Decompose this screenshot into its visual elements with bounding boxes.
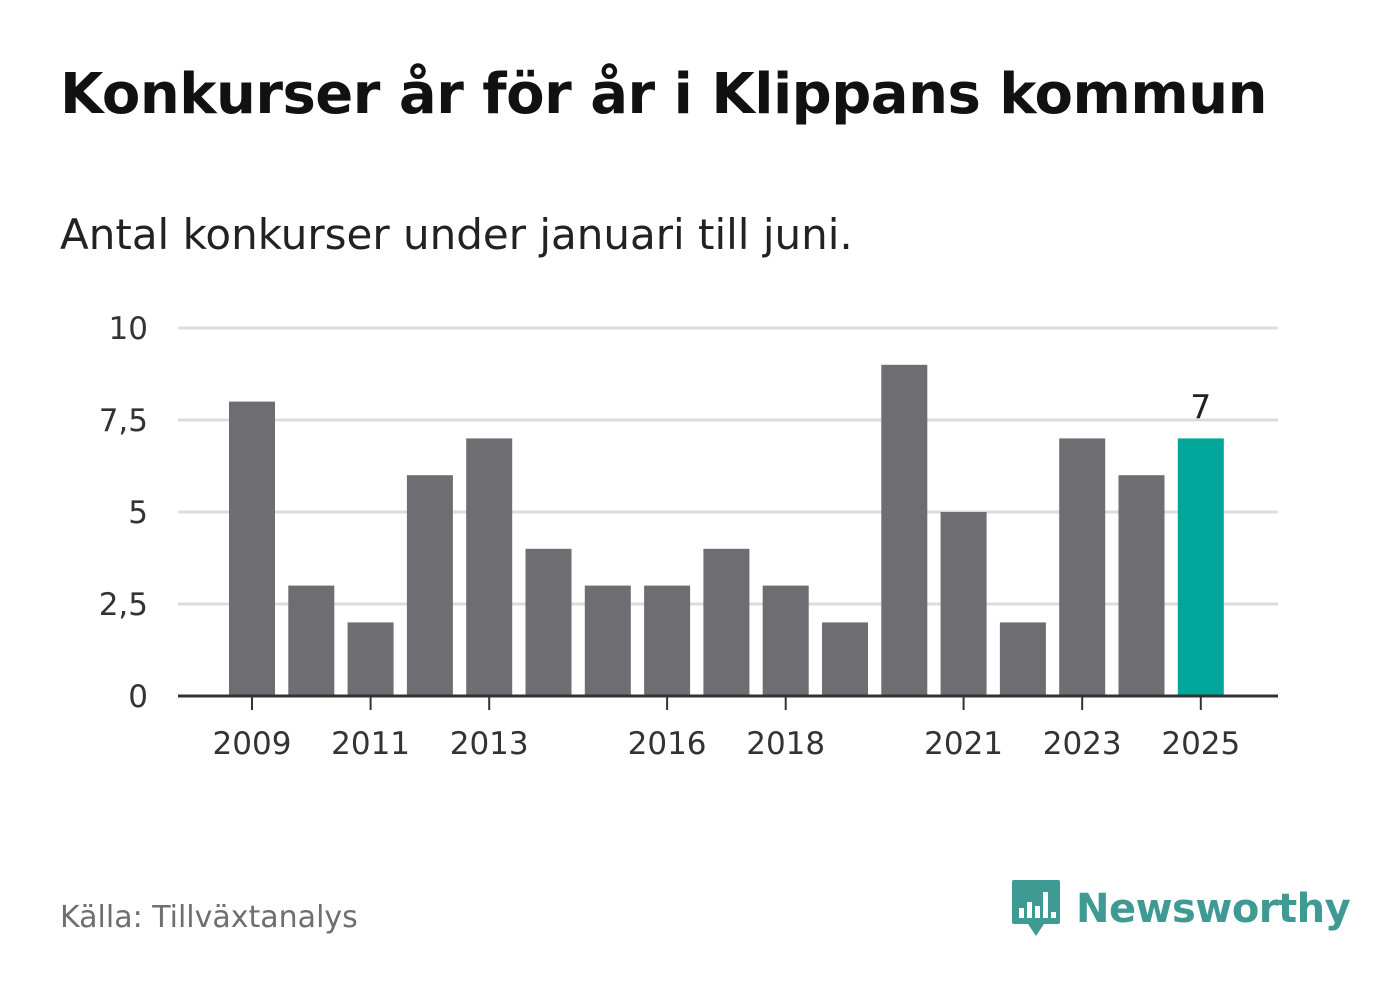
bar <box>644 585 691 696</box>
bar-chart: 0 2,5 5 7,5 10 7 2009 2011 2013 2016 2018 2021 2023 2… <box>99 311 1278 762</box>
bar <box>703 548 750 696</box>
bar <box>525 548 572 696</box>
bar <box>584 585 631 696</box>
bar <box>406 475 453 696</box>
bar <box>347 622 394 696</box>
bar <box>762 585 809 696</box>
bar <box>1118 475 1165 696</box>
x-tick-label: 2018 <box>746 726 825 762</box>
brand-name: Newsworthy <box>1076 886 1351 932</box>
y-tick-label: 7,5 <box>99 403 148 439</box>
x-tick-label: 2016 <box>628 726 707 762</box>
y-tick-label: 2,5 <box>99 587 148 623</box>
y-tick-label: 10 <box>109 311 148 347</box>
x-tick-label: 2009 <box>213 726 292 762</box>
bar <box>466 438 513 696</box>
x-tick-label: 2021 <box>924 726 1003 762</box>
brand-logo: Newsworthy <box>1010 878 1351 940</box>
x-tick-label: 2013 <box>450 726 529 762</box>
bar-chart-speech-bubble-icon <box>1012 880 1060 936</box>
bar <box>1177 438 1224 696</box>
bar <box>999 622 1046 696</box>
bar <box>822 622 868 696</box>
bar <box>881 364 928 696</box>
bar <box>288 585 335 696</box>
x-tick-label: 2025 <box>1161 726 1240 762</box>
chart-title: Konkurser år för år i Klippans kommun <box>60 62 1267 127</box>
bar <box>1059 438 1106 696</box>
y-tick-label: 0 <box>128 679 148 715</box>
source-note: Källa: Tillväxtanalys <box>60 900 358 935</box>
bar <box>229 401 275 696</box>
data-label: 7 <box>1190 387 1211 426</box>
y-tick-label: 5 <box>128 495 148 531</box>
x-tick-label: 2023 <box>1043 726 1122 762</box>
chart-subtitle: Antal konkurser under januari till juni. <box>60 210 853 259</box>
x-tick-label: 2011 <box>331 726 410 762</box>
bar <box>940 512 987 696</box>
